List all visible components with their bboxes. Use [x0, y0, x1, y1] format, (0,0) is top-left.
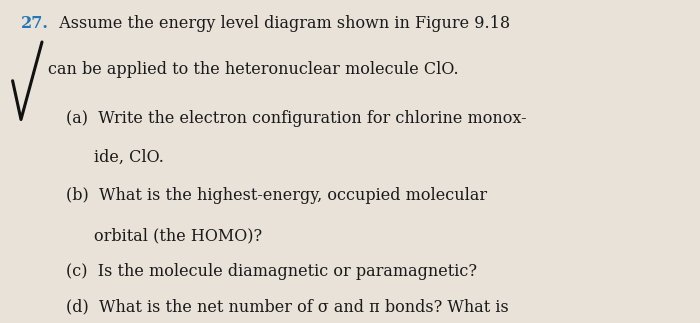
Text: orbital (the HOMO)?: orbital (the HOMO)? [94, 228, 262, 245]
Text: (c)  Is the molecule diamagnetic or paramagnetic?: (c) Is the molecule diamagnetic or param… [66, 263, 477, 280]
Text: ide, ClO.: ide, ClO. [94, 149, 164, 166]
Text: (b)  What is the highest-energy, occupied molecular: (b) What is the highest-energy, occupied… [66, 187, 488, 204]
Text: can be applied to the heteronuclear molecule ClO.: can be applied to the heteronuclear mole… [48, 61, 458, 78]
Text: 27.: 27. [21, 15, 49, 32]
Text: (a)  Write the electron configuration for chlorine monox-: (a) Write the electron configuration for… [66, 110, 527, 127]
Text: Assume the energy level diagram shown in Figure 9.18: Assume the energy level diagram shown in… [49, 15, 510, 32]
Text: (d)  What is the net number of σ and π bonds? What is: (d) What is the net number of σ and π bo… [66, 299, 510, 316]
